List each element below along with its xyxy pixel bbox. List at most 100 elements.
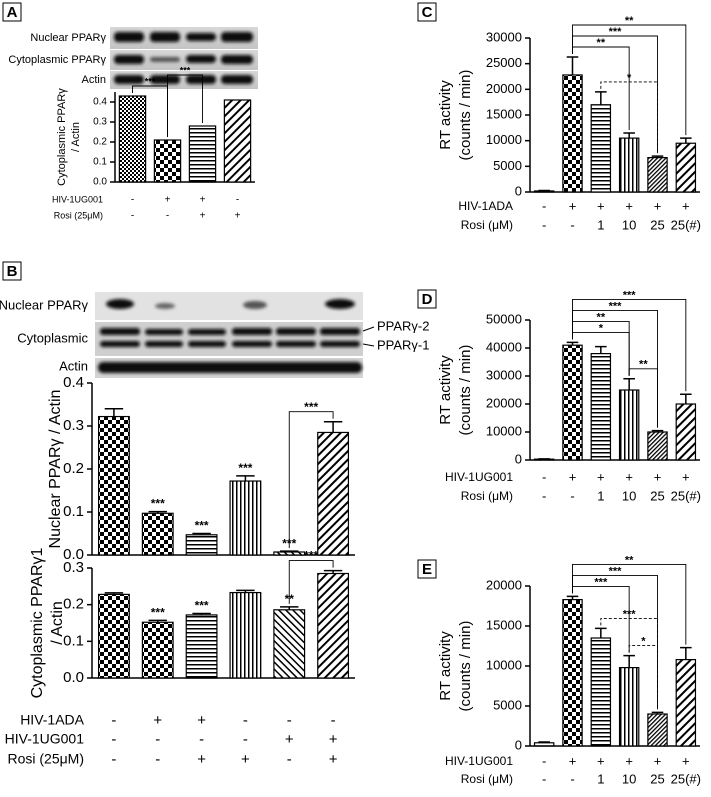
y-tick-label: 20000 (486, 577, 522, 592)
bar (620, 390, 639, 460)
condition-mark: + (329, 751, 338, 768)
y-tick-label: 0 (515, 451, 522, 466)
y-tick-label: 25000 (486, 55, 522, 70)
error-bar (595, 92, 607, 105)
significance-label: *** (151, 497, 165, 511)
bar (591, 354, 610, 460)
condition-mark: + (197, 751, 206, 768)
condition-mark: + (569, 469, 577, 484)
condition-mark: + (329, 731, 338, 748)
y-tick-label: 0.2 (93, 137, 107, 148)
y-tick-label: 0.0 (63, 669, 84, 686)
y-tick-label: 20000 (486, 395, 522, 410)
panel-letter: A (7, 4, 18, 21)
condition-mark: + (597, 753, 605, 768)
blot-label: Actin (59, 358, 88, 373)
error-bar (680, 394, 692, 404)
significance-label: ** (597, 311, 606, 323)
bar (99, 417, 130, 555)
blot-label: Cytoplasmic PPARγ (8, 54, 106, 66)
condition-label: Rosi (μM) (461, 772, 513, 786)
condition-mark: - (570, 217, 574, 232)
y-tick-label: 30000 (486, 29, 522, 44)
significance-label: ** (625, 554, 634, 566)
condition-mark: - (570, 771, 574, 786)
condition-mark: - (111, 751, 116, 768)
condition-mark: + (654, 198, 662, 213)
y-axis-label: RT activity (437, 355, 454, 425)
bar (591, 638, 610, 746)
y-tick-label: 10000 (486, 132, 522, 147)
condition-mark: 10 (622, 217, 636, 232)
condition-mark: 1 (597, 217, 604, 232)
bar (648, 158, 667, 192)
condition-label: HIV-1UG001 (445, 754, 513, 768)
error-bar (236, 476, 254, 481)
condition-mark: + (235, 211, 241, 222)
bar (676, 404, 695, 460)
condition-label: Rosi (μM) (461, 489, 513, 503)
condition-mark: + (241, 751, 250, 768)
significance-label: ** (639, 359, 648, 371)
y-tick-label: 0.3 (93, 117, 107, 128)
error-bar (623, 379, 635, 390)
bar (563, 600, 582, 746)
blot-b: Nuclear PPARγ Cytoplasmic Actin PPARγ-2 … (0, 292, 430, 378)
y-tick-label: 0.1 (63, 632, 84, 649)
condition-mark: 25(#) (671, 217, 701, 232)
y-axis-label: Cytoplasmic PPARγ (56, 88, 68, 186)
error-bar (538, 742, 550, 743)
condition-mark: + (682, 469, 690, 484)
condition-mark: 25(#) (671, 488, 701, 503)
y-axis-label: Nuclear PPARγ / Actin (47, 390, 64, 549)
blot-label: Nuclear PPARγ (0, 297, 88, 312)
blot-label: Nuclear PPARγ (30, 32, 106, 44)
bar (274, 552, 305, 555)
condition-mark: - (243, 731, 248, 748)
condition-mark: + (625, 469, 633, 484)
y-tick-label: 5000 (493, 158, 522, 173)
y-axis-label: (counts / min) (457, 345, 474, 436)
y-axis-label: / Actin (49, 601, 66, 645)
bar (318, 574, 349, 679)
condition-mark: 25(#) (671, 771, 701, 786)
blot-label: Cytoplasmic (17, 330, 88, 345)
significance-label: *** (304, 400, 318, 414)
condition-mark: + (197, 712, 206, 729)
bar (274, 610, 305, 678)
y-axis-label: RT activity (437, 631, 454, 701)
band-pointer (363, 327, 374, 331)
error-bar (595, 347, 607, 354)
bar (189, 126, 215, 182)
y-tick-label: 0.1 (63, 503, 84, 520)
condition-mark: 25 (650, 217, 664, 232)
significance-label: *** (304, 549, 318, 563)
y-axis-label: Cytoplasmic PPARγ1 (29, 547, 46, 698)
condition-mark: + (654, 753, 662, 768)
error-bar (680, 138, 692, 143)
blot-a: Nuclear PPARγ Cytoplasmic PPARγ Actin (8, 27, 258, 89)
y-tick-label: 0.2 (63, 596, 84, 613)
significance-label: ** (625, 15, 634, 27)
y-tick-label: 0.3 (63, 417, 84, 434)
condition-mark: 10 (622, 488, 636, 503)
bar (620, 138, 639, 192)
significance-bracket (573, 36, 658, 153)
error-bar (105, 409, 123, 417)
condition-mark: + (200, 195, 206, 206)
condition-mark: 10 (622, 771, 636, 786)
band-pointer (363, 344, 374, 346)
y-tick-label: 30000 (486, 367, 522, 382)
condition-mark: 25 (650, 771, 664, 786)
bar (119, 96, 145, 182)
condition-mark: + (682, 753, 690, 768)
error-bar (280, 551, 298, 552)
significance-label: *** (594, 576, 608, 588)
significance-label: *** (623, 289, 637, 301)
y-tick-label: 15000 (486, 106, 522, 121)
condition-mark: + (682, 198, 690, 213)
y-tick-label: 5000 (493, 697, 522, 712)
